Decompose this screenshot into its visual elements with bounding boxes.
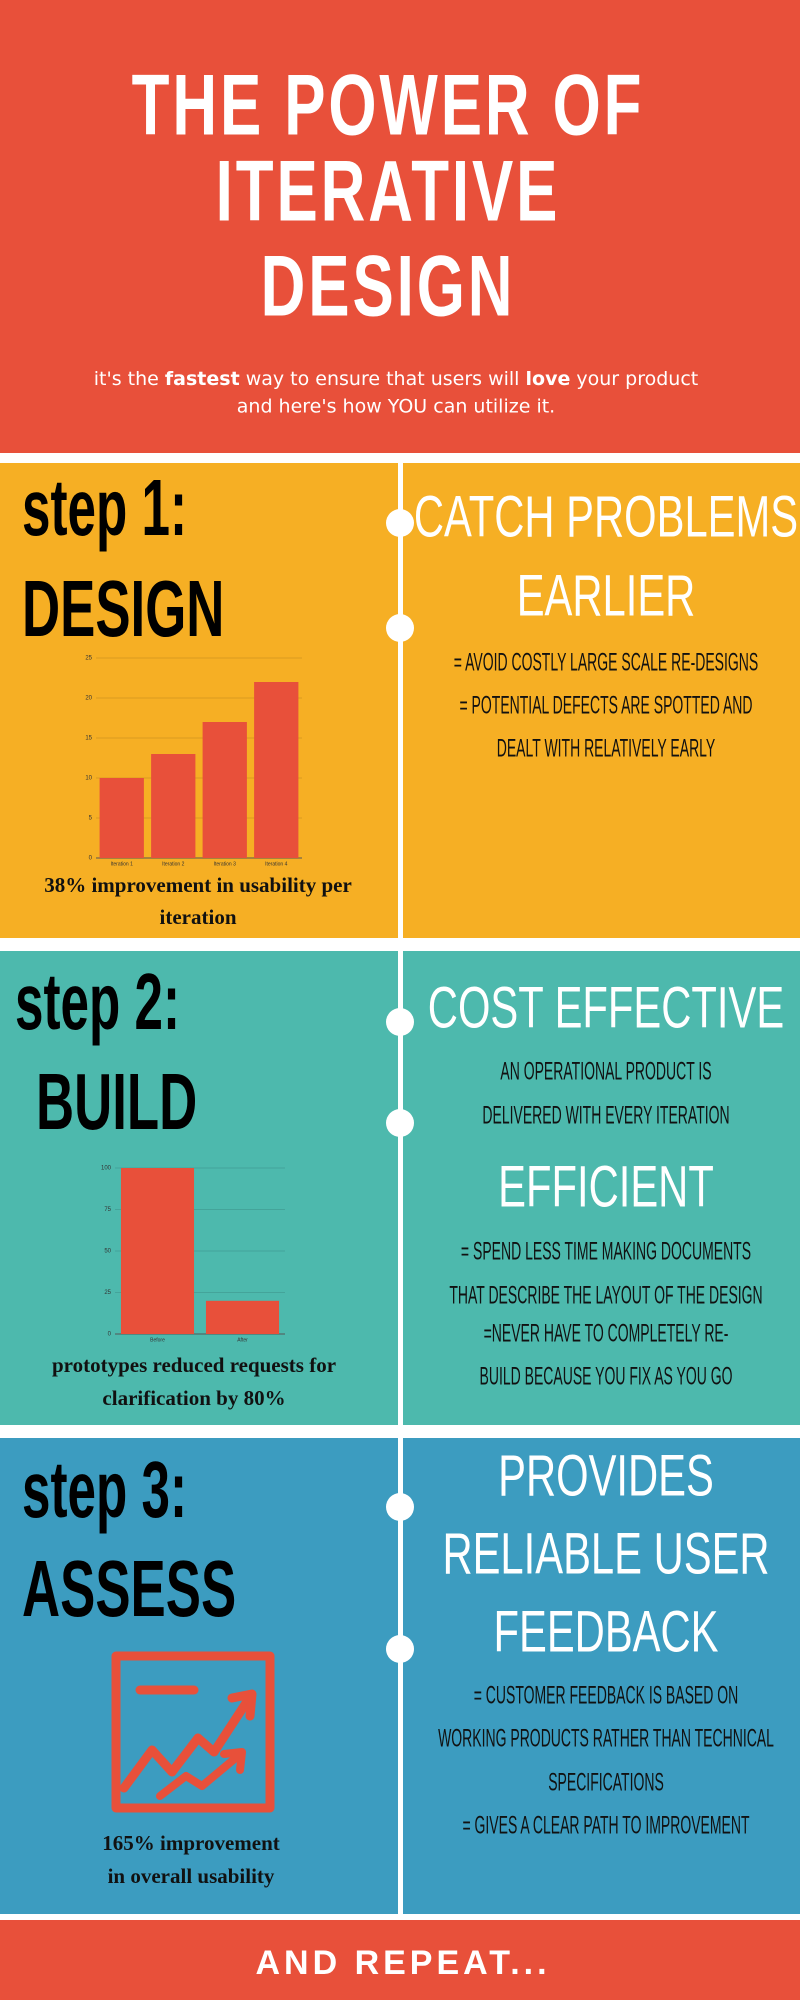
caption: prototypes reduced requests for <box>52 1353 336 1377</box>
bullet-text: AN OPERATIONAL PRODUCT IS <box>500 1059 711 1086</box>
bullet-text: SPECIFICATIONS <box>548 1770 664 1797</box>
y-tick-label: 75 <box>104 1207 111 1213</box>
section-heading: COST EFFECTIVE <box>428 975 784 1040</box>
caption: clarification by 80% <box>102 1386 285 1410</box>
bullet-text: =NEVER HAVE TO COMPLETELY RE- <box>484 1321 729 1348</box>
subtitle-part: it's the <box>94 368 165 390</box>
subtitle: it's the fastest way to ensure that user… <box>94 368 698 390</box>
subtitle-part: way to ensure that users will <box>240 368 526 390</box>
dividers <box>386 463 414 1914</box>
footer-text: AND REPEAT... <box>255 1944 550 1982</box>
step-name: DESIGN <box>22 565 224 654</box>
step-label: step 1: <box>22 464 187 553</box>
divider <box>398 951 403 1425</box>
header-background <box>0 0 800 453</box>
section-heading: FEEDBACK <box>493 1599 718 1664</box>
bullet-text: DEALT WITH RELATIVELY EARLY <box>497 736 716 763</box>
caption: 165% improvement <box>102 1831 280 1855</box>
subtitle-part: fastest <box>165 368 240 390</box>
timeline-dot <box>386 1493 414 1521</box>
y-tick-label: 15 <box>85 736 92 742</box>
x-tick-label: Iteration 1 <box>111 861 133 867</box>
bullet-text: = GIVES A CLEAR PATH TO IMPROVEMENT <box>462 1813 749 1840</box>
y-tick-label: 25 <box>104 1290 111 1296</box>
y-tick-label: 50 <box>104 1249 111 1255</box>
step-name: ASSESS <box>22 1545 236 1634</box>
footer-background <box>0 1920 800 2000</box>
timeline-dot <box>386 614 414 642</box>
timeline-dot <box>386 1109 414 1137</box>
bar <box>151 754 196 858</box>
y-tick-label: 20 <box>85 696 92 702</box>
bar <box>120 1168 195 1334</box>
bullet-text: BUILD BECAUSE YOU FIX AS YOU GO <box>480 1364 733 1391</box>
y-tick-label: 25 <box>85 656 92 662</box>
divider <box>398 463 403 938</box>
subtitle-part: love <box>526 368 571 390</box>
x-tick-label: Before <box>150 1337 165 1343</box>
bullet-text: = POTENTIAL DEFECTS ARE SPOTTED AND <box>459 693 752 720</box>
bullet-text: = AVOID COSTLY LARGE SCALE RE-DESIGNS <box>454 650 758 677</box>
y-tick-label: 5 <box>89 816 93 822</box>
step-name: BUILD <box>36 1058 197 1147</box>
bar <box>202 722 247 858</box>
section-heading: CATCH PROBLEMS <box>414 484 798 549</box>
x-tick-label: Iteration 4 <box>265 861 287 867</box>
y-tick-label: 0 <box>89 856 93 862</box>
bullet-text: = CUSTOMER FEEDBACK IS BASED ON <box>474 1683 738 1710</box>
x-tick-label: Iteration 2 <box>162 861 184 867</box>
step-label: step 3: <box>22 1446 187 1535</box>
timeline-dot <box>386 509 414 537</box>
caption: iteration <box>160 905 237 929</box>
growth-icon <box>111 1651 275 1813</box>
bullet-text: DELIVERED WITH EVERY ITERATION <box>482 1103 729 1130</box>
x-tick-label: After <box>237 1337 248 1343</box>
subtitle-part: your product <box>570 368 698 390</box>
title: ITERATIVE <box>216 143 561 239</box>
y-tick-label: 0 <box>108 1332 112 1338</box>
title: THE POWER OF <box>132 57 645 153</box>
caption: 38% improvement in usability per <box>44 873 352 897</box>
bullet-text: WORKING PRODUCTS RATHER THAN TECHNICAL <box>438 1726 774 1753</box>
section-heading: EFFICIENT <box>498 1154 714 1219</box>
bullet-text: = SPEND LESS TIME MAKING DOCUMENTS <box>461 1239 751 1266</box>
caption: in overall usability <box>108 1864 275 1888</box>
divider <box>398 1438 403 1914</box>
bar <box>205 1300 280 1334</box>
section-heading: PROVIDES <box>498 1443 714 1508</box>
bar <box>254 682 299 858</box>
subtitle: and here's how YOU can utilize it. <box>237 396 555 418</box>
section-heading: RELIABLE USER <box>442 1521 769 1586</box>
x-tick-label: Iteration 3 <box>214 861 236 867</box>
timeline-dot <box>386 1635 414 1663</box>
bar <box>99 778 144 858</box>
step-label: step 2: <box>15 958 180 1047</box>
section-heading: EARLIER <box>517 563 696 628</box>
bullet-text: THAT DESCRIBE THE LAYOUT OF THE DESIGN <box>449 1283 762 1310</box>
timeline-dot <box>386 1008 414 1036</box>
y-tick-label: 100 <box>101 1166 112 1172</box>
title: DESIGN <box>261 238 516 334</box>
y-tick-label: 10 <box>85 776 92 782</box>
